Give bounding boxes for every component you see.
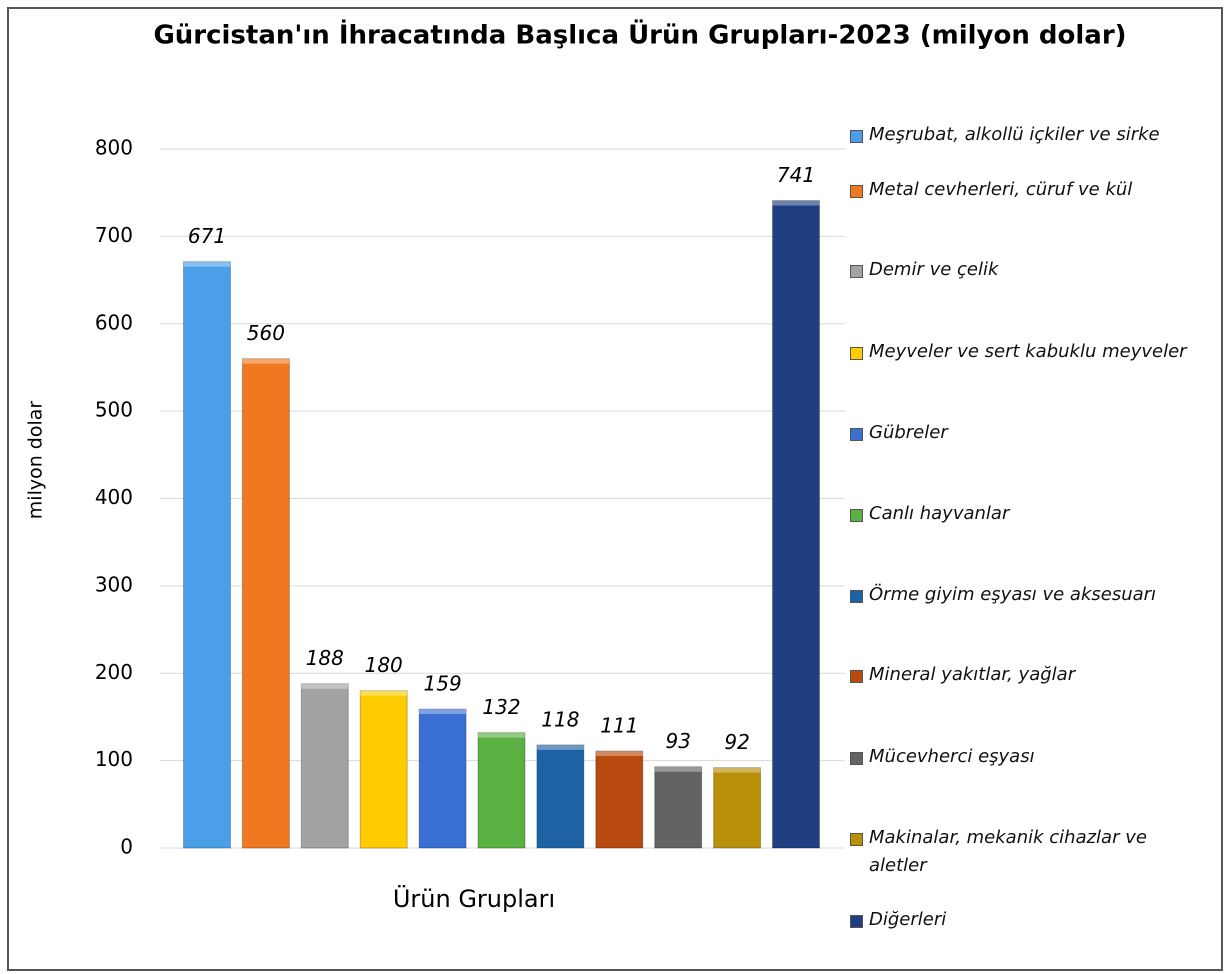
bar	[359, 690, 408, 849]
legend-swatch	[850, 590, 863, 603]
bar-shade	[360, 690, 408, 696]
legend-entry: Makinalar, mekanik cihazlar ve aletler	[850, 824, 1210, 880]
bar	[418, 708, 467, 849]
value-label: 741	[777, 163, 815, 187]
legend-label: Meyveler ve sert kabuklu meyveler	[869, 341, 1187, 362]
bar-shade	[419, 709, 467, 715]
y-tick-label: 200	[95, 660, 133, 684]
y-tick-label: 800	[95, 136, 133, 160]
value-label: 671	[188, 224, 226, 248]
legend-entry: Metal cevherleri, cüruf ve kül	[850, 176, 1210, 204]
bar	[772, 200, 820, 849]
legend-label: Metal cevherleri, cüruf ve kül	[869, 179, 1133, 200]
legend-swatch	[850, 185, 863, 198]
value-label: 93	[665, 729, 690, 753]
legend-label: Mineral yakıtlar, yağlar	[869, 664, 1076, 685]
legend-swatch	[850, 752, 863, 765]
bar-shade	[478, 732, 525, 738]
x-tick-label: Ürün Grupları	[393, 884, 555, 913]
chart-border	[7, 7, 1223, 971]
legend-label: Diğerleri	[869, 909, 947, 930]
y-tick-label: 700	[95, 223, 133, 247]
bar-shade	[242, 358, 290, 364]
value-label: 560	[247, 321, 285, 345]
bar	[183, 261, 231, 849]
y-tick-label: 600	[95, 310, 133, 334]
bar	[595, 750, 644, 849]
bar-shade	[536, 744, 584, 750]
bar	[477, 732, 526, 849]
legend-label: Örme giyim eşyası ve aksesuarı	[869, 584, 1157, 605]
legend-entry: Meşrubat, alkollü içkiler ve sirke	[850, 121, 1210, 149]
y-tick-label: 0	[120, 835, 133, 859]
bar-shade	[713, 767, 761, 773]
y-tick-label: 300	[95, 572, 133, 596]
bar	[654, 766, 703, 849]
bar-shade	[595, 751, 643, 757]
value-label: 92	[724, 730, 749, 754]
legend-swatch	[850, 509, 863, 522]
value-label: 188	[306, 646, 344, 670]
legend-swatch	[850, 670, 863, 683]
bar	[300, 683, 349, 849]
legend-label: Mücevherci eşyası	[869, 746, 1035, 767]
bar-shade	[654, 766, 702, 772]
y-axis-label: milyon dolar	[25, 401, 47, 520]
value-label: 111	[600, 714, 638, 738]
value-label: 118	[541, 707, 579, 731]
legend-swatch	[850, 833, 863, 846]
legend-swatch	[850, 915, 863, 928]
bar-shade	[772, 200, 820, 206]
legend-entry: Gübreler	[850, 419, 1210, 447]
legend-label: Makinalar, mekanik cihazlar ve aletler	[869, 827, 1147, 876]
legend-swatch	[850, 347, 863, 360]
legend-swatch	[850, 130, 863, 143]
legend-swatch	[850, 428, 863, 441]
bar	[536, 744, 585, 849]
legend-entry: Canlı hayvanlar	[850, 500, 1210, 528]
legend-entry: Meyveler ve sert kabuklu meyveler	[850, 338, 1210, 366]
legend-swatch	[850, 265, 863, 278]
y-tick-label: 100	[95, 747, 133, 771]
y-tick-label: 500	[95, 398, 133, 422]
bar-shade	[183, 261, 231, 267]
legend-entry: Diğerleri	[850, 906, 1210, 934]
value-label: 180	[365, 653, 403, 677]
legend-entry: Mineral yakıtlar, yağlar	[850, 661, 1210, 689]
value-label: 132	[482, 695, 520, 719]
legend-entry: Mücevherci eşyası	[850, 743, 1210, 771]
value-label: 159	[424, 672, 462, 696]
legend-entry: Demir ve çelik	[850, 256, 1210, 284]
legend-label: Demir ve çelik	[869, 259, 999, 280]
bar-shade	[301, 683, 349, 689]
legend-label: Meşrubat, alkollü içkiler ve sirke	[869, 124, 1160, 145]
y-tick-label: 400	[95, 485, 133, 509]
legend-label: Canlı hayvanlar	[869, 503, 1010, 524]
legend-label: Gübreler	[869, 422, 948, 443]
bar	[713, 767, 762, 849]
bar	[241, 358, 290, 849]
legend-entry: Örme giyim eşyası ve aksesuarı	[850, 581, 1210, 609]
chart-title: Gürcistan'ın İhracatında Başlıca Ürün Gr…	[153, 18, 1126, 51]
